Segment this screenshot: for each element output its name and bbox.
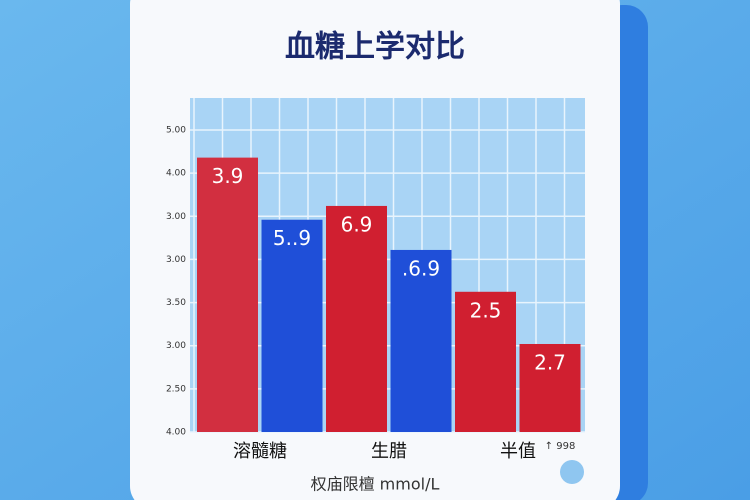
x-tick-label: 半值 [500,441,536,462]
bar-annotation: .6.9 [402,256,440,280]
x-tick-label: 生腊 [371,441,407,462]
decor-dot [560,460,584,484]
corner-note: ↑ 998 [545,441,576,452]
bar-annotation: 2.5 [470,298,502,322]
x-tick-label: 溶髓糖 [233,441,287,462]
y-tick-label: 4.00 [166,169,186,179]
y-tick-label: 3.00 [166,212,186,222]
y-tick-label: 3.00 [166,341,186,351]
x-axis-title: 权庙限檀 mmol/L [311,475,440,494]
bar-annotation: 3.9 [212,164,244,188]
y-tick-label: 3.50 [166,298,186,308]
bar-annotation: 6.9 [341,212,373,236]
y-tick-label: 3.00 [166,255,186,265]
bar [390,249,452,432]
y-tick-label: 2.50 [166,384,186,394]
y-tick-label: 5.00 [166,126,186,136]
bar [326,205,387,432]
bar-annotation: 2.7 [534,350,566,374]
y-tick-label: 4.00 [166,428,186,438]
bar-annotation: 5..9 [273,226,311,250]
bar [455,291,516,432]
bar [261,219,323,432]
bar [519,343,581,432]
chart-title: 血糖上学对比 [285,30,465,65]
bar [197,157,258,432]
